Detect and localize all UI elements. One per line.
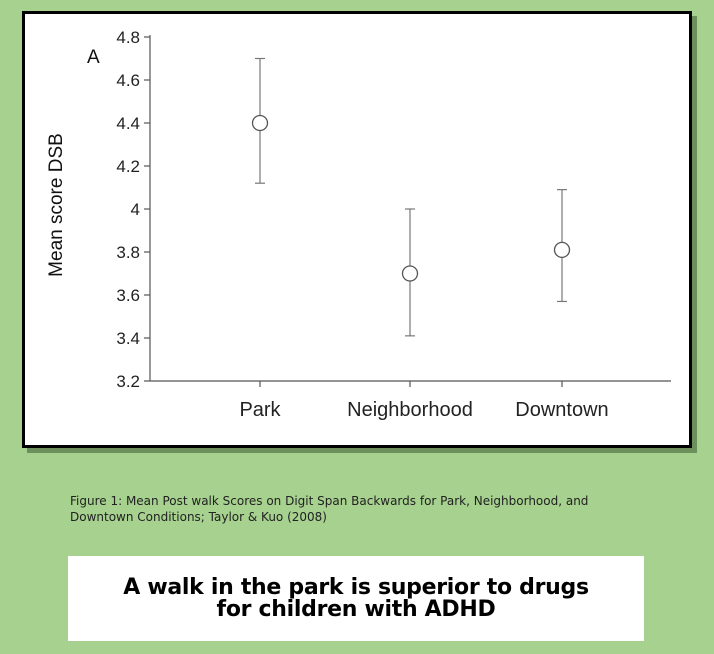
axes: 3.2 3.4 3.6 3.8 4 4.2 4.4 4.6 4.8 Park Neighborhoo…: [116, 28, 671, 421]
chart-panel: A Mean score DSB 3.2 3.4 3.6 3.8 4 4.2 4.4 4.6 4…: [22, 11, 692, 448]
x-tick-label: Downtown: [515, 399, 608, 421]
y-tick-label: 3.8: [116, 243, 140, 262]
y-tick-label: 4.4: [116, 114, 140, 133]
y-tick-label: 3.6: [116, 286, 140, 305]
x-tick-label: Neighborhood: [347, 399, 473, 421]
mean-marker: [401, 265, 419, 282]
y-tick-label: 4.8: [116, 28, 140, 47]
mean-marker: [251, 114, 269, 132]
figure-caption: Figure 1: Mean Post walk Scores on Digit…: [70, 494, 589, 524]
y-tick-label: 3.2: [116, 372, 140, 391]
y-tick-label: 4: [131, 200, 140, 219]
y-tick-label: 4.6: [116, 71, 140, 90]
headline: A walk in the park is superior to drugs …: [123, 574, 589, 622]
data-marks: [251, 57, 571, 337]
mean-score-chart: A Mean score DSB 3.2 3.4 3.6 3.8 4 4.2 4.4 4.6 4…: [46, 28, 671, 421]
panel-label: A: [87, 47, 100, 68]
mean-marker: [553, 241, 571, 259]
headline-box: A walk in the park is superior to drugs …: [68, 556, 644, 641]
y-tick-label: 4.2: [116, 157, 140, 176]
y-tick-label: 3.4: [116, 329, 140, 348]
x-tick-label: Park: [239, 399, 281, 421]
y-axis-label: Mean score DSB: [46, 133, 67, 277]
